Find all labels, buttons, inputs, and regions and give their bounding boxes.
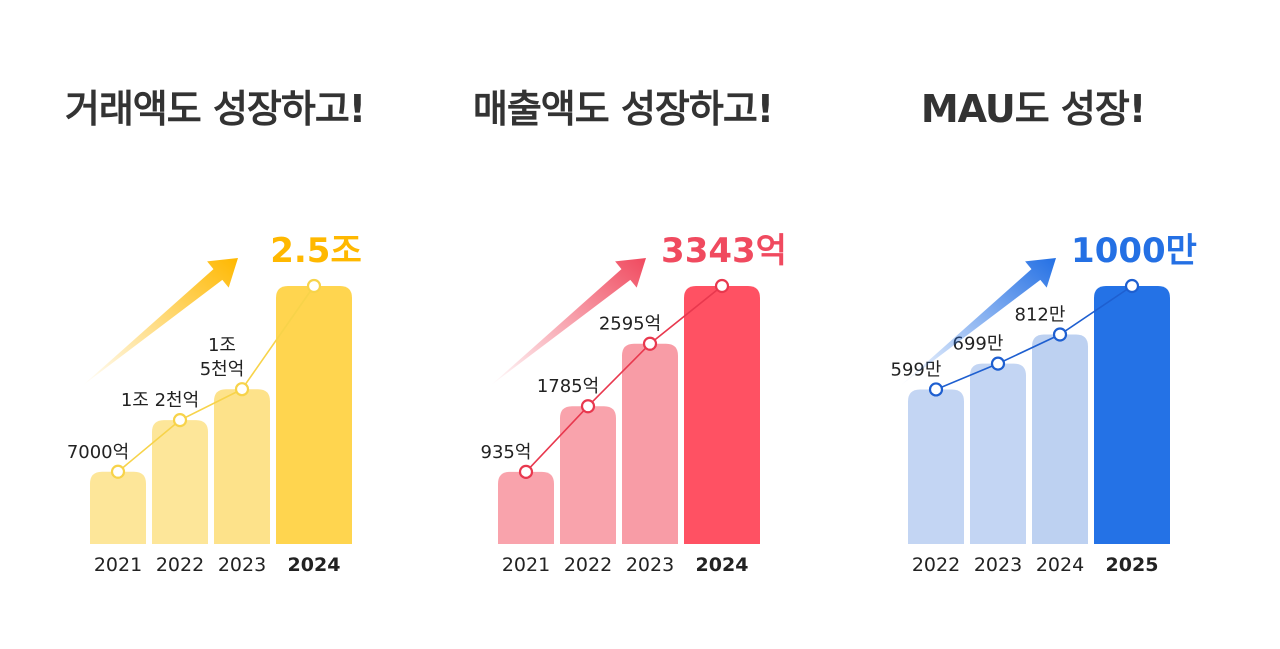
growth-arrow-icon	[900, 258, 1056, 386]
highlight-value-label: 1000만	[1071, 231, 1197, 271]
year-label: 2024	[288, 554, 341, 576]
growth-arrow-icon	[82, 258, 238, 386]
value-label: 1조 2천억	[121, 390, 199, 411]
value-label: 1조	[208, 335, 236, 356]
value-label: 599만	[891, 359, 942, 380]
year-label: 2023	[974, 554, 1022, 576]
year-label: 2025	[1106, 554, 1159, 576]
chart-mau: 2022 2023 2024 2025 599만 699만 812만 1000만	[891, 231, 1197, 576]
bar	[622, 343, 678, 544]
trend-line	[117, 285, 315, 473]
data-point	[518, 464, 534, 479]
panel-title: MAU도 성장!	[920, 87, 1146, 131]
panel-title: 매출액도 성장하고!	[472, 87, 774, 131]
panel-mau: MAU도 성장! 2022 2023 2024 2025 599만 699만 812만 100…	[828, 0, 1238, 649]
bar	[908, 389, 964, 544]
chart-revenue: 2021 2022 2023 2024 935억 1785억 2595억 3343억	[481, 231, 787, 576]
data-point	[234, 382, 250, 397]
bar	[276, 286, 352, 544]
data-point	[1124, 278, 1140, 294]
bar	[970, 363, 1026, 544]
data-point	[928, 382, 944, 397]
bar	[152, 420, 208, 544]
value-label: 812만	[1015, 305, 1066, 326]
year-label: 2023	[626, 554, 674, 576]
year-label: 2023	[218, 554, 266, 576]
value-label: 699만	[953, 334, 1004, 355]
year-label: 2022	[912, 554, 960, 576]
trend-line	[525, 285, 723, 473]
value-label: 2595억	[599, 314, 661, 335]
data-point	[642, 336, 658, 351]
chart-transaction: 2021 2022 2023 2024 7000억 1조 2천억 1조 5천억 2.5조	[67, 231, 362, 576]
trend-line	[935, 285, 1133, 391]
value-label: 7000억	[67, 442, 129, 463]
bar	[214, 389, 270, 544]
year-label: 2024	[696, 554, 749, 576]
data-point	[714, 278, 730, 294]
growth-arrow-icon	[490, 258, 646, 386]
bar	[1032, 334, 1088, 544]
panel-revenue: 매출액도 성장하고! 2021 2022 2023 2024 935억 1785억 2595…	[418, 0, 828, 649]
panel-transaction: 거래액도 성장하고! 2021 2022 2023 2024 7000억 1조 2천억 1조…	[10, 0, 420, 649]
year-label: 2021	[502, 554, 550, 576]
data-point	[990, 356, 1006, 371]
data-point	[306, 278, 322, 294]
year-label: 2022	[564, 554, 612, 576]
data-point	[1052, 327, 1068, 342]
value-label: 5천억	[200, 359, 245, 380]
highlight-value-label: 2.5조	[270, 231, 362, 271]
value-label: 1785억	[537, 376, 599, 397]
data-point	[110, 464, 126, 479]
year-label: 2024	[1036, 554, 1084, 576]
bar	[498, 471, 554, 544]
highlight-value-label: 3343억	[661, 231, 787, 271]
year-label: 2021	[94, 554, 142, 576]
bar	[684, 286, 760, 544]
value-label: 935억	[481, 442, 532, 463]
bar	[1094, 286, 1170, 544]
year-label: 2022	[156, 554, 204, 576]
data-point	[172, 413, 188, 428]
bar	[560, 406, 616, 544]
data-point	[580, 399, 596, 414]
bar	[90, 471, 146, 544]
panel-title: 거래액도 성장하고!	[64, 87, 366, 131]
